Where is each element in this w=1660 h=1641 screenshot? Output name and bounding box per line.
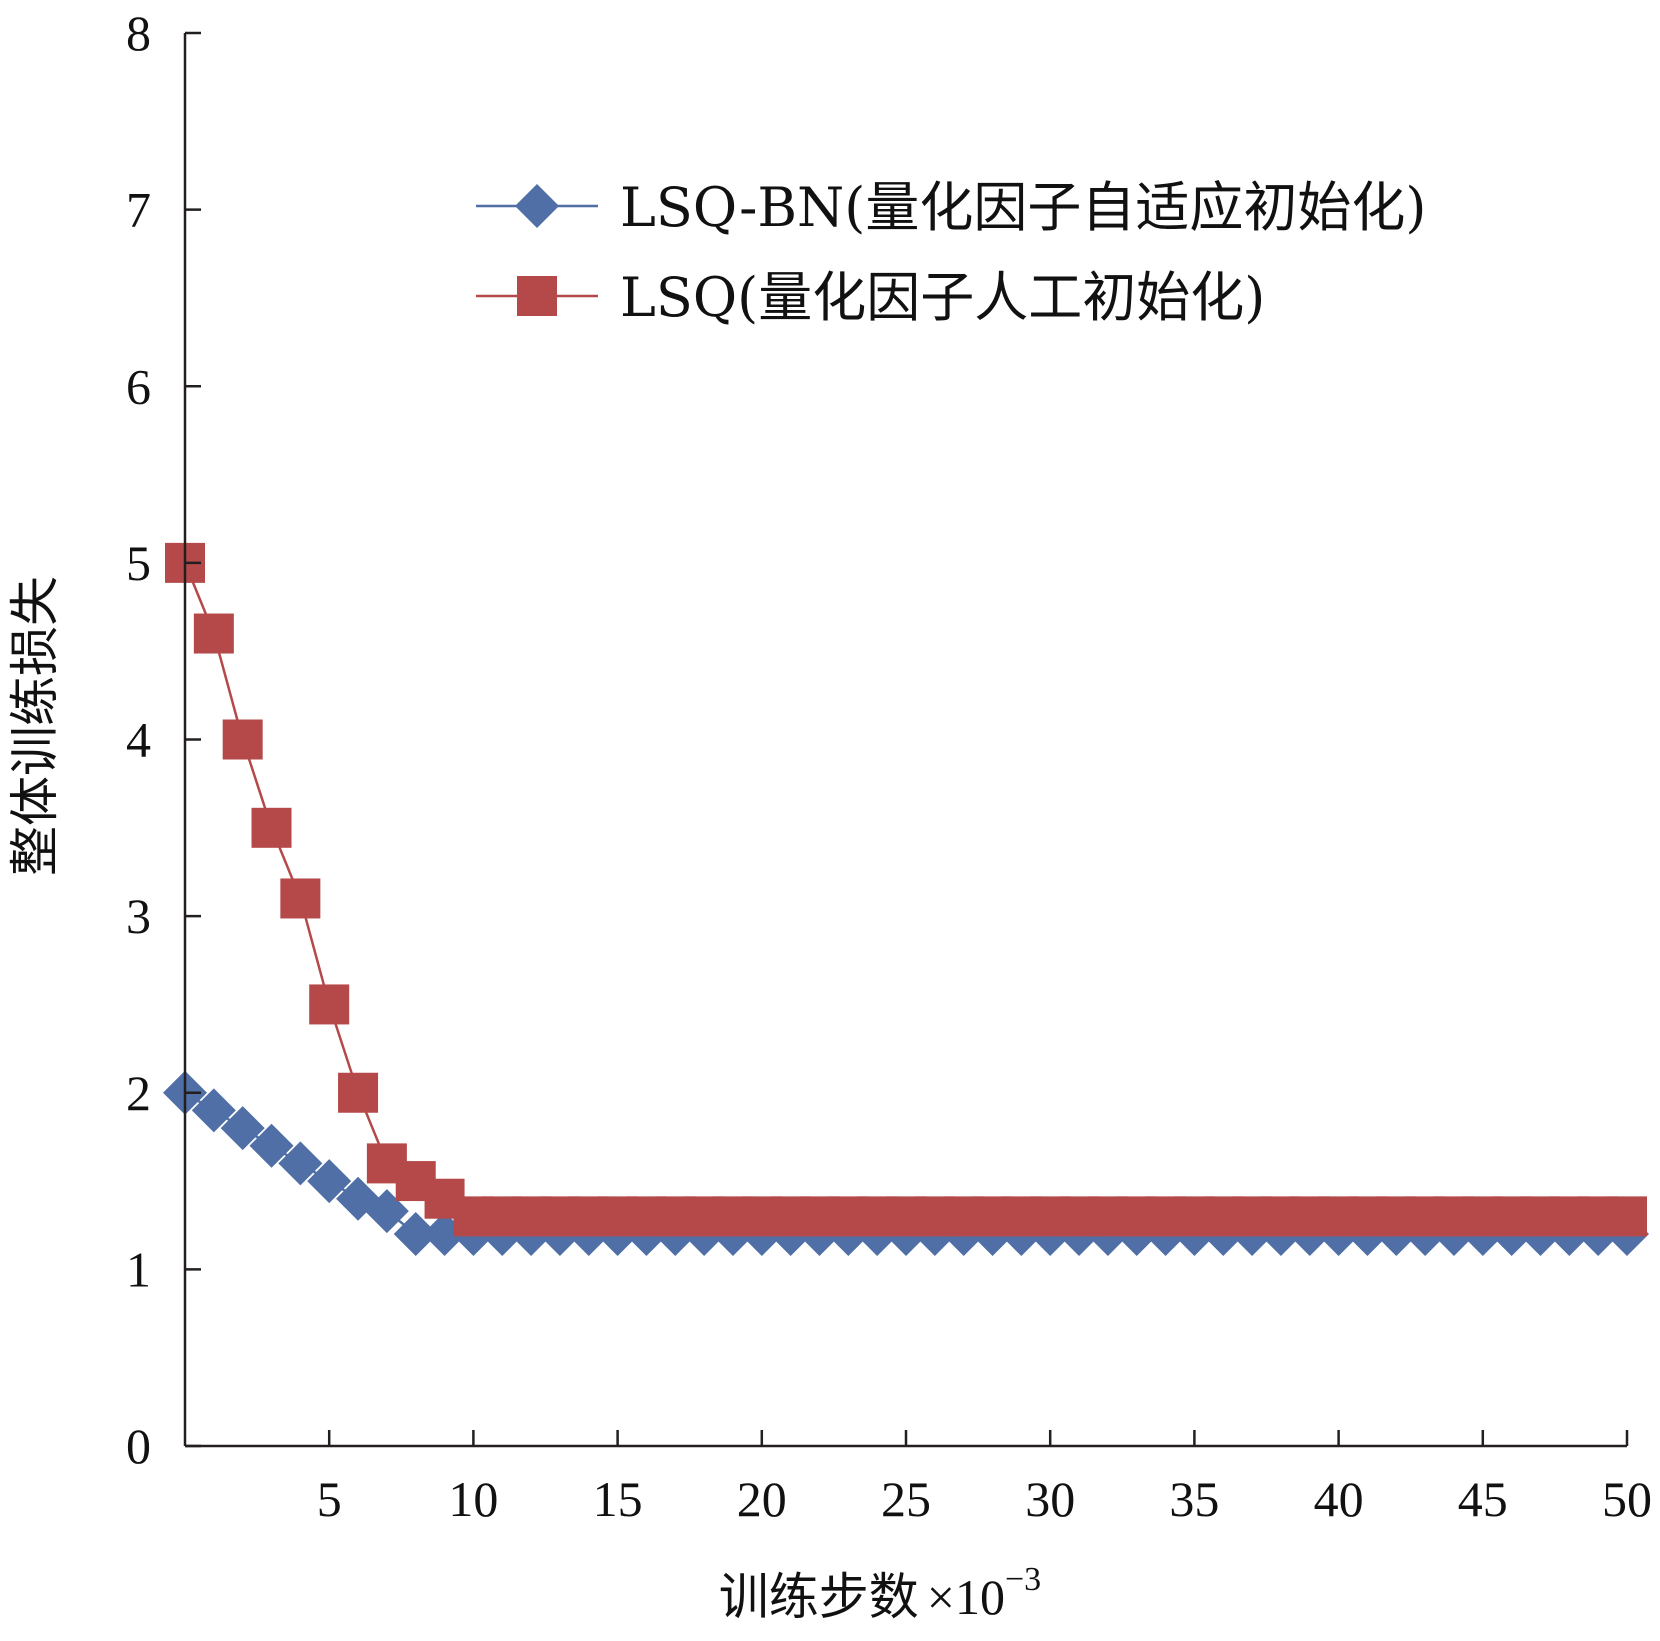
series-1-point: [249, 1123, 294, 1168]
series-2-point: [280, 878, 321, 919]
x-tick-label: 40: [1314, 1471, 1364, 1527]
legend-item-2: LSQ(量化因子人工初始化): [476, 266, 1265, 329]
x-axis-title-unit: ×10: [927, 1569, 1005, 1625]
x-axis-title: 训练步数 ×10−3: [719, 1561, 1041, 1626]
legend-item-1: LSQ-BN(量化因子自适应初始化): [476, 176, 1426, 239]
y-tick-label: 2: [126, 1065, 151, 1121]
legend: LSQ-BN(量化因子自适应初始化) LSQ(量化因子人工初始化): [476, 176, 1426, 329]
x-axis-title-label: 训练步数: [719, 1568, 919, 1626]
y-tick-label: 6: [126, 358, 151, 414]
series-2-point: [309, 984, 350, 1025]
series-2-point: [338, 1072, 379, 1113]
legend-marker: [515, 184, 559, 228]
x-tick-label: 10: [448, 1471, 498, 1527]
series-layer: [163, 542, 1649, 1257]
series-1-point: [307, 1159, 352, 1204]
series-1-point: [220, 1106, 265, 1151]
x-tick-label: 20: [737, 1471, 787, 1527]
series-2-point: [222, 719, 263, 760]
y-tick-label: 4: [126, 712, 151, 768]
series-2: [165, 542, 1647, 1237]
x-tick-label: 50: [1602, 1471, 1652, 1527]
y-tick-label: 0: [126, 1418, 151, 1474]
y-tick-label: 5: [126, 535, 151, 591]
x-tick-label: 35: [1169, 1471, 1219, 1527]
y-tick-label: 1: [126, 1241, 151, 1297]
x-tick-label: 45: [1458, 1471, 1508, 1527]
series-2-point: [1607, 1196, 1647, 1237]
legend-label: LSQ-BN(量化因子自适应初始化): [620, 176, 1426, 239]
y-tick-label: 3: [126, 888, 151, 944]
y-tick-label: 8: [126, 5, 151, 61]
y-axis-title: 整体训练损失: [6, 576, 64, 876]
y-tick-label: 7: [126, 182, 151, 238]
x-axis-title-exponent: −3: [1005, 1561, 1041, 1598]
x-tick-label: 5: [317, 1471, 342, 1527]
series-2-point: [193, 613, 234, 654]
legend-marker: [517, 276, 557, 316]
series-1-point: [191, 1088, 236, 1133]
x-tick-label: 30: [1025, 1471, 1075, 1527]
series-2-point: [251, 807, 292, 848]
series-1-point: [393, 1212, 438, 1257]
x-tick-label: 25: [881, 1471, 931, 1527]
x-tick-label: 15: [593, 1471, 643, 1527]
legend-label: LSQ(量化因子人工初始化): [620, 266, 1265, 329]
series-1-point: [278, 1141, 323, 1186]
series-2-line: [183, 562, 1627, 1218]
